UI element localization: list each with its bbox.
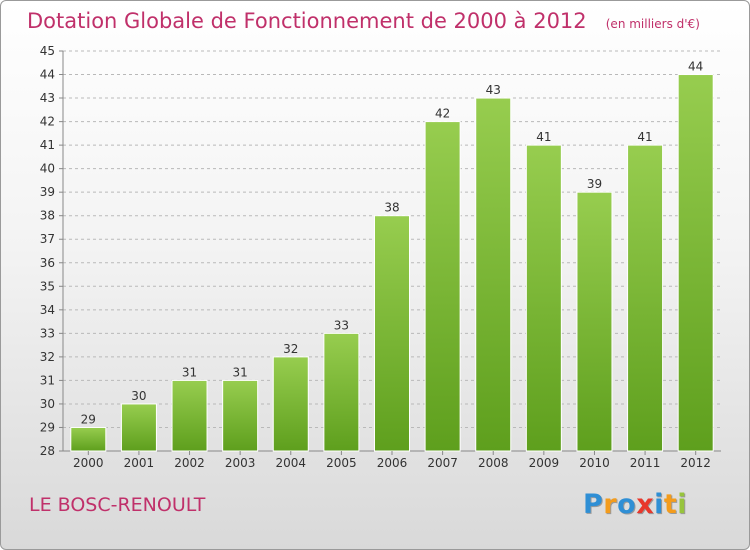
logo-letter: o [617,489,637,520]
data-label: 42 [435,107,450,121]
y-tick-label: 38 [40,209,55,223]
x-tick-label: 2006 [377,456,408,470]
y-tick-label: 43 [40,91,55,105]
logo-letter: P [583,489,604,520]
bar [475,97,512,452]
data-label: 41 [637,130,652,144]
chart-subtitle: (en milliers d'€) [605,17,700,31]
bar-chart: 28 29 30 31 32 33 34 35 36 37 38 39 40 41 42 43 44 45 29 3… [40,44,721,470]
x-tick-label: 2011 [630,456,661,470]
y-tick-label: 28 [40,444,55,458]
commune-name: LE BOSC-RENOULT [29,494,206,516]
y-tick-label: 34 [40,303,55,317]
y-tick-label: 29 [40,420,55,434]
x-tick-label: 2000 [73,456,104,470]
logo-letter: i [654,489,664,520]
x-tick-label: 2010 [579,456,610,470]
y-tick-label: 32 [40,350,55,364]
chart-header: Dotation Globale de Fonctionnement de 20… [27,9,700,33]
logo-letter: i [677,489,688,520]
x-tick-label: 2007 [427,456,458,470]
y-tick-label: 30 [40,397,55,411]
x-tick-label: 2009 [529,456,560,470]
x-tick-label: 2004 [275,456,306,470]
data-label: 33 [334,318,349,332]
x-tick-label: 2008 [478,456,509,470]
data-label: 31 [182,365,197,379]
y-tick-label: 44 [40,68,55,82]
data-label: 31 [233,365,248,379]
y-tick-label: 42 [40,115,55,129]
data-label: 38 [384,201,399,215]
bar [70,426,107,452]
logo-letter: r [603,489,618,520]
bar [627,144,664,452]
bar [222,379,259,452]
x-axis-ticks: 2000 2001 2002 2003 2004 2005 2006 2007 2008 2009… [73,451,711,470]
y-tick-label: 45 [40,44,55,58]
x-tick-label: 2005 [326,456,357,470]
data-label: 41 [536,130,551,144]
bar [120,403,157,452]
y-tick-label: 40 [40,162,55,176]
x-tick-label: 2001 [124,456,155,470]
chart-title: Dotation Globale de Fonctionnement de 20… [27,9,587,33]
y-tick-label: 41 [40,138,55,152]
bar [677,74,714,452]
proxiti-logo: Proxiti [583,489,687,520]
logo-letter: x [636,489,655,520]
bar [576,191,613,452]
data-label: 44 [688,60,703,74]
bars [70,74,714,452]
y-tick-label: 37 [40,232,55,246]
bar [272,356,309,452]
logo-letter: t [663,489,678,520]
x-tick-label: 2012 [680,456,711,470]
bar [171,379,208,452]
y-tick-label: 36 [40,256,55,270]
bar [323,332,360,452]
x-tick-label: 2003 [225,456,256,470]
data-label: 39 [587,177,602,191]
bar [424,121,461,452]
data-label: 30 [131,389,146,403]
data-label: 43 [486,83,501,97]
data-label: 29 [81,412,96,426]
y-tick-label: 39 [40,185,55,199]
bar [525,144,562,452]
data-labels: 29 30 31 31 32 33 38 42 43 41 39 41 44 [81,60,704,427]
y-tick-label: 31 [40,373,55,387]
y-tick-label: 33 [40,326,55,340]
data-label: 32 [283,342,298,356]
x-tick-label: 2002 [174,456,205,470]
bar [374,215,410,452]
y-tick-label: 35 [40,279,55,293]
